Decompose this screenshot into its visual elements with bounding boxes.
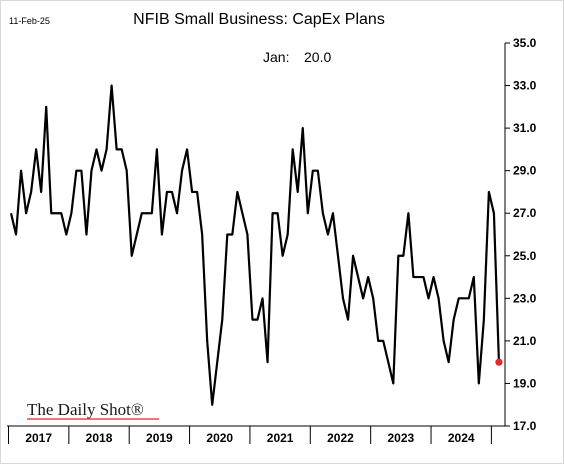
y-tick-label: 23.0 bbox=[513, 291, 537, 305]
y-tick-label: 21.0 bbox=[513, 334, 537, 348]
annotation-label: Jan: bbox=[263, 49, 289, 65]
plot-frame bbox=[7, 43, 506, 427]
y-tick-label: 27.0 bbox=[513, 206, 537, 220]
x-tick-label: 2023 bbox=[387, 431, 414, 445]
chart-title: NFIB Small Business: CapEx Plans bbox=[133, 11, 385, 28]
y-tick-label: 33.0 bbox=[513, 79, 537, 93]
y-tick-label: 35.0 bbox=[513, 36, 537, 50]
y-tick-label: 17.0 bbox=[513, 419, 537, 433]
annotation-value: 20.0 bbox=[304, 49, 331, 65]
x-tick-label: 2017 bbox=[25, 431, 52, 445]
y-tick-label: 31.0 bbox=[513, 121, 537, 135]
x-axis: 2017 2018 2019 2020 2021 2022 2023 2024 bbox=[7, 426, 492, 445]
x-tick-label: 2018 bbox=[86, 431, 113, 445]
x-tick-label: 2020 bbox=[206, 431, 233, 445]
last-value-marker bbox=[495, 358, 503, 366]
x-tick-label: 2022 bbox=[327, 431, 354, 445]
y-tick-label: 19.0 bbox=[513, 376, 537, 390]
y-tick-label: 25.0 bbox=[513, 249, 537, 263]
y-axis: 17.0 19.0 21.0 23.0 25.0 27.0 29.0 31.0 33.0 35.0 bbox=[505, 36, 537, 433]
x-tick-label: 2021 bbox=[267, 431, 294, 445]
x-tick-label: 2019 bbox=[146, 431, 173, 445]
chart-date-label: 11-Feb-25 bbox=[9, 16, 50, 26]
series-line bbox=[9, 84, 501, 406]
watermark-logo: The Daily Shot® bbox=[27, 400, 144, 419]
y-tick-label: 29.0 bbox=[513, 164, 537, 178]
series-group bbox=[9, 84, 503, 406]
x-tick-label: 2024 bbox=[448, 431, 475, 445]
